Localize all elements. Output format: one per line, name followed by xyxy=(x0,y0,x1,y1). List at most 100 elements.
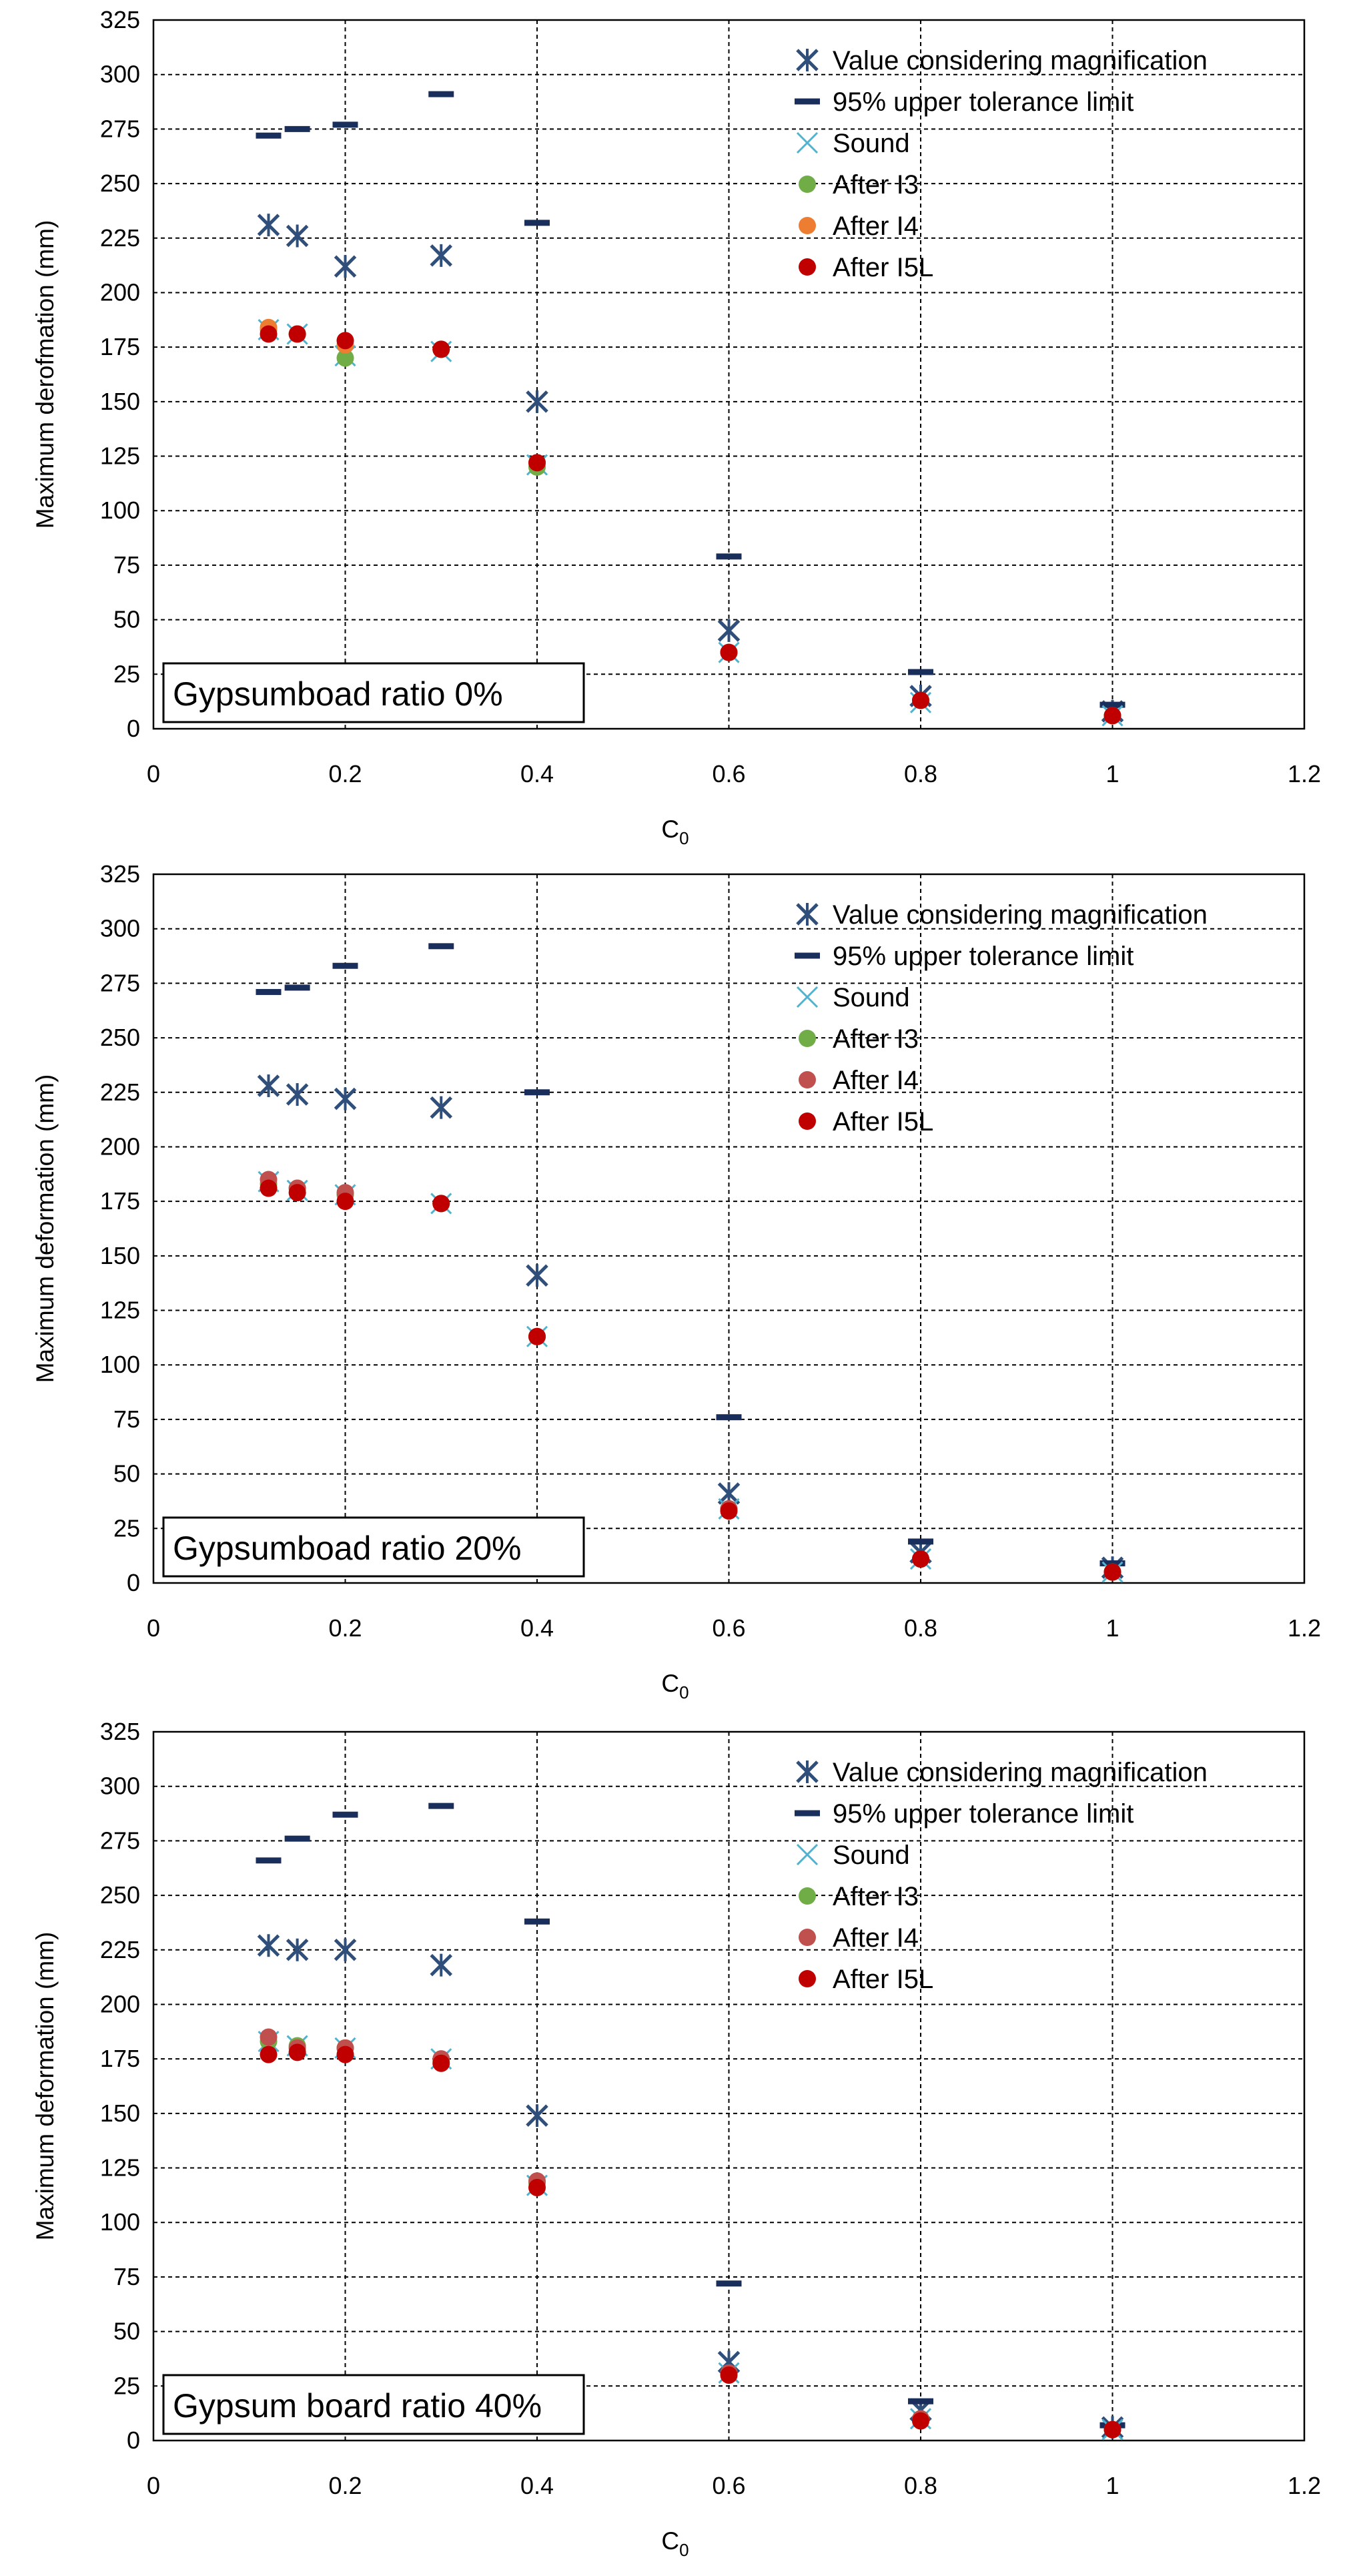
data-point-upper-tolerance xyxy=(284,125,310,132)
ratio-label-box xyxy=(162,662,585,723)
y-tick-label: 0 xyxy=(127,715,140,742)
y-tick-label: 275 xyxy=(100,1827,140,1854)
y-tick-label: 125 xyxy=(100,442,140,470)
data-point-after-i5l xyxy=(1103,707,1121,725)
legend-label: After I4 xyxy=(833,1923,919,1953)
data-point-value-considering-magnification xyxy=(430,1953,453,1977)
legend-label: Value considering magnification xyxy=(833,1758,1208,1787)
x-tick-label: 0.8 xyxy=(904,760,937,787)
y-tick-label: 100 xyxy=(100,2208,140,2236)
y-tick-label: 25 xyxy=(113,660,140,687)
x-tick-label: 0.4 xyxy=(520,760,554,787)
legend-marker-value-considering-magnification xyxy=(796,903,819,926)
x-axis-label: C0 xyxy=(661,1670,689,1702)
y-tick-label: 25 xyxy=(113,2372,140,2399)
x-axis-label: C0 xyxy=(661,816,689,848)
data-point-after-i5l xyxy=(336,2045,354,2063)
data-point-upper-tolerance xyxy=(716,553,742,560)
x-tick-label: 0.2 xyxy=(328,1614,362,1642)
x-axis-label: C0 xyxy=(661,2527,689,2560)
data-point-value-considering-magnification xyxy=(717,619,741,642)
legend-label: Sound xyxy=(833,983,910,1012)
data-point-after-i5l xyxy=(336,1193,354,1211)
x-tick-label: 0 xyxy=(147,1614,160,1642)
y-tick-label: 300 xyxy=(100,915,140,942)
data-point-after-i5l xyxy=(528,454,546,472)
y-tick-label: 250 xyxy=(100,170,140,197)
data-point-value-considering-magnification xyxy=(334,1938,357,1961)
y-tick-label: 325 xyxy=(100,1718,140,1745)
y-tick-label: 150 xyxy=(100,2100,140,2127)
data-point-after-i5l xyxy=(1103,1563,1121,1581)
legend-label: After I3 xyxy=(833,1882,919,1911)
y-tick-label: 75 xyxy=(113,551,140,579)
plot-area xyxy=(152,19,1306,730)
y-tick-label: 200 xyxy=(100,1133,140,1160)
data-point-after-i5l xyxy=(432,1195,450,1213)
y-tick-label: 225 xyxy=(100,1936,140,1963)
data-point-value-considering-magnification xyxy=(430,244,453,267)
y-tick-label: 175 xyxy=(100,1187,140,1215)
x-tick-label: 0.6 xyxy=(712,760,745,787)
ratio-label: Gypsum board ratio 40% xyxy=(173,2387,542,2425)
data-point-after-i5l xyxy=(288,2043,306,2061)
y-tick-label: 225 xyxy=(100,224,140,252)
legend-label: Sound xyxy=(833,1841,910,1870)
chart-panel-1: 0 25 50 75 100 125 150 175 200 225 250 275 300 325 0 0.… xyxy=(31,6,1321,848)
x-tick-label: 0.4 xyxy=(520,2472,554,2499)
data-point-value-considering-magnification xyxy=(526,1264,548,1287)
x-tick-label: 1 xyxy=(1105,2472,1119,2499)
data-point-after-i4 xyxy=(260,2028,278,2046)
legend: Value considering magnification 95% upper… xyxy=(795,1758,1208,1994)
data-point-after-i5l xyxy=(336,332,354,350)
x-tick-label: 0.8 xyxy=(904,1614,937,1642)
legend-marker-sound-stroke xyxy=(796,131,819,154)
y-tick-label: 250 xyxy=(100,1024,140,1051)
y-axis-label: Maximum deformation (mm) xyxy=(31,1074,59,1383)
x-tick-label: 1.2 xyxy=(1288,760,1321,787)
legend: Value considering magnification 95% upper… xyxy=(795,900,1208,1137)
y-tick-label: 100 xyxy=(100,497,140,524)
x-tick-label: 0.6 xyxy=(712,2472,745,2499)
data-point-value-considering-magnification xyxy=(286,1083,309,1106)
legend-label: Value considering magnification xyxy=(833,46,1208,75)
legend-label: After I3 xyxy=(833,170,919,200)
legend-marker-after-i4 xyxy=(799,1929,816,1946)
data-point-after-i5l xyxy=(288,325,306,343)
data-point-value-considering-magnification xyxy=(334,1087,357,1110)
data-point-after-i5l xyxy=(912,691,929,709)
ratio-label-box xyxy=(162,2374,585,2435)
data-point-value-considering-magnification xyxy=(257,214,280,237)
legend-marker-after-i3 xyxy=(799,1030,816,1047)
legend-marker-after-i5l xyxy=(799,1970,816,1987)
chart-panel-3: 0 25 50 75 100 125 150 175 200 225 250 275 300 325 0 0.… xyxy=(31,1718,1321,2560)
data-point-value-considering-magnification xyxy=(526,2104,548,2128)
data-point-after-i5l xyxy=(720,2366,738,2384)
y-tick-label: 300 xyxy=(100,61,140,88)
legend-label: 95% upper tolerance limit xyxy=(833,87,1134,117)
legend-label: After I4 xyxy=(833,1066,919,1095)
legend-label: 95% upper tolerance limit xyxy=(833,1799,1134,1829)
data-point-upper-tolerance xyxy=(256,132,282,139)
data-point-after-i5l xyxy=(528,2178,546,2196)
data-point-value-considering-magnification xyxy=(286,224,309,248)
legend-label: After I5L xyxy=(833,1107,933,1137)
legend-marker-sound xyxy=(796,986,819,1008)
data-point-value-considering-magnification xyxy=(257,1934,280,1957)
ratio-label: Gypsumboad ratio 20% xyxy=(173,1530,522,1567)
y-tick-label: 150 xyxy=(100,1242,140,1269)
legend-marker-sound-stroke xyxy=(796,986,819,1008)
legend-label: 95% upper tolerance limit xyxy=(833,942,1134,971)
data-point-upper-tolerance xyxy=(716,1414,742,1421)
x-tick-label: 0.6 xyxy=(712,1614,745,1642)
data-point-value-considering-magnification xyxy=(334,255,357,278)
y-tick-label: 0 xyxy=(127,2427,140,2454)
legend-marker-after-i4 xyxy=(799,1071,816,1088)
data-point-upper-tolerance xyxy=(716,2280,742,2287)
data-point-upper-tolerance xyxy=(428,91,454,97)
y-tick-label: 0 xyxy=(127,1569,140,1596)
x-tick-label: 0.4 xyxy=(520,1614,554,1642)
x-tick-label: 0.2 xyxy=(328,2472,362,2499)
y-tick-label: 75 xyxy=(113,1405,140,1433)
data-point-after-i5l xyxy=(288,1184,306,1202)
